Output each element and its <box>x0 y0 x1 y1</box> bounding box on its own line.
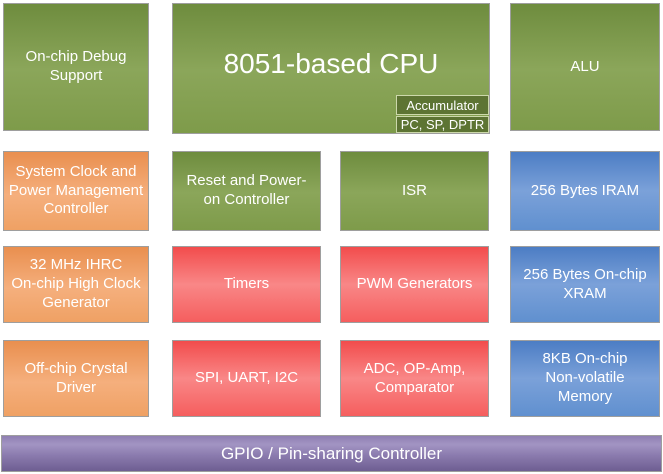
block-label: On-chip Debug Support <box>25 48 127 84</box>
block-isr: ISR <box>340 151 489 231</box>
block-label: GPIO / Pin-sharing Controller <box>220 443 443 463</box>
block-label: PWM Generators <box>356 275 473 293</box>
block-label: SPI, UART, I2C <box>194 369 299 387</box>
block-adc-opamp-comparator: ADC, OP-Amp, Comparator <box>340 340 489 417</box>
block-label: Accumulator <box>406 97 479 113</box>
block-label: Timers <box>223 275 270 293</box>
block-256-bytes-xram: 256 Bytes On-chip XRAM <box>510 246 660 323</box>
block-system-clock-power-management: System Clock and Power Management Contro… <box>3 151 149 231</box>
block-label: System Clock and Power Management Contro… <box>8 162 144 218</box>
block-spi-uart-i2c: SPI, UART, I2C <box>172 340 321 417</box>
block-256-bytes-iram: 256 Bytes IRAM <box>510 151 660 231</box>
block-label: 8051-based CPU <box>223 47 439 79</box>
block-label: Reset and Power- on Controller <box>186 172 307 208</box>
block-label: 256 Bytes On-chip XRAM <box>523 265 647 302</box>
block-accumulator: Accumulator <box>396 95 489 115</box>
block-timers: Timers <box>172 246 321 323</box>
block-label: ADC, OP-Amp, Comparator <box>363 359 466 396</box>
block-label: PC, SP, DPTR <box>400 117 485 132</box>
block-label: Off-chip Crystal Driver <box>24 359 128 396</box>
block-8051-based-cpu: 8051-based CPU Accumulator PC, SP, DPTR <box>172 3 490 134</box>
block-label: 32 MHz IHRC On-chip High Clock Generator <box>11 256 141 311</box>
block-label: ALU <box>570 57 600 75</box>
block-reset-power-on-controller: Reset and Power- on Controller <box>172 151 321 231</box>
block-alu: ALU <box>510 3 660 131</box>
block-pc-sp-dptr: PC, SP, DPTR <box>396 116 489 133</box>
block-32mhz-ihrc-clock-generator: 32 MHz IHRC On-chip High Clock Generator <box>3 246 149 323</box>
block-pwm-generators: PWM Generators <box>340 246 489 323</box>
block-8kb-nonvolatile-memory: 8KB On-chip Non-volatile Memory <box>510 340 660 417</box>
block-off-chip-crystal-driver: Off-chip Crystal Driver <box>3 340 149 417</box>
cpu-register-stack: Accumulator PC, SP, DPTR <box>396 95 489 133</box>
block-label: 256 Bytes IRAM <box>530 181 640 199</box>
block-label: ISR <box>401 181 427 199</box>
block-label: 8KB On-chip Non-volatile Memory <box>542 350 628 405</box>
block-on-chip-debug-support: On-chip Debug Support <box>3 3 149 131</box>
block-gpio-pin-sharing-controller: GPIO / Pin-sharing Controller <box>1 435 662 472</box>
